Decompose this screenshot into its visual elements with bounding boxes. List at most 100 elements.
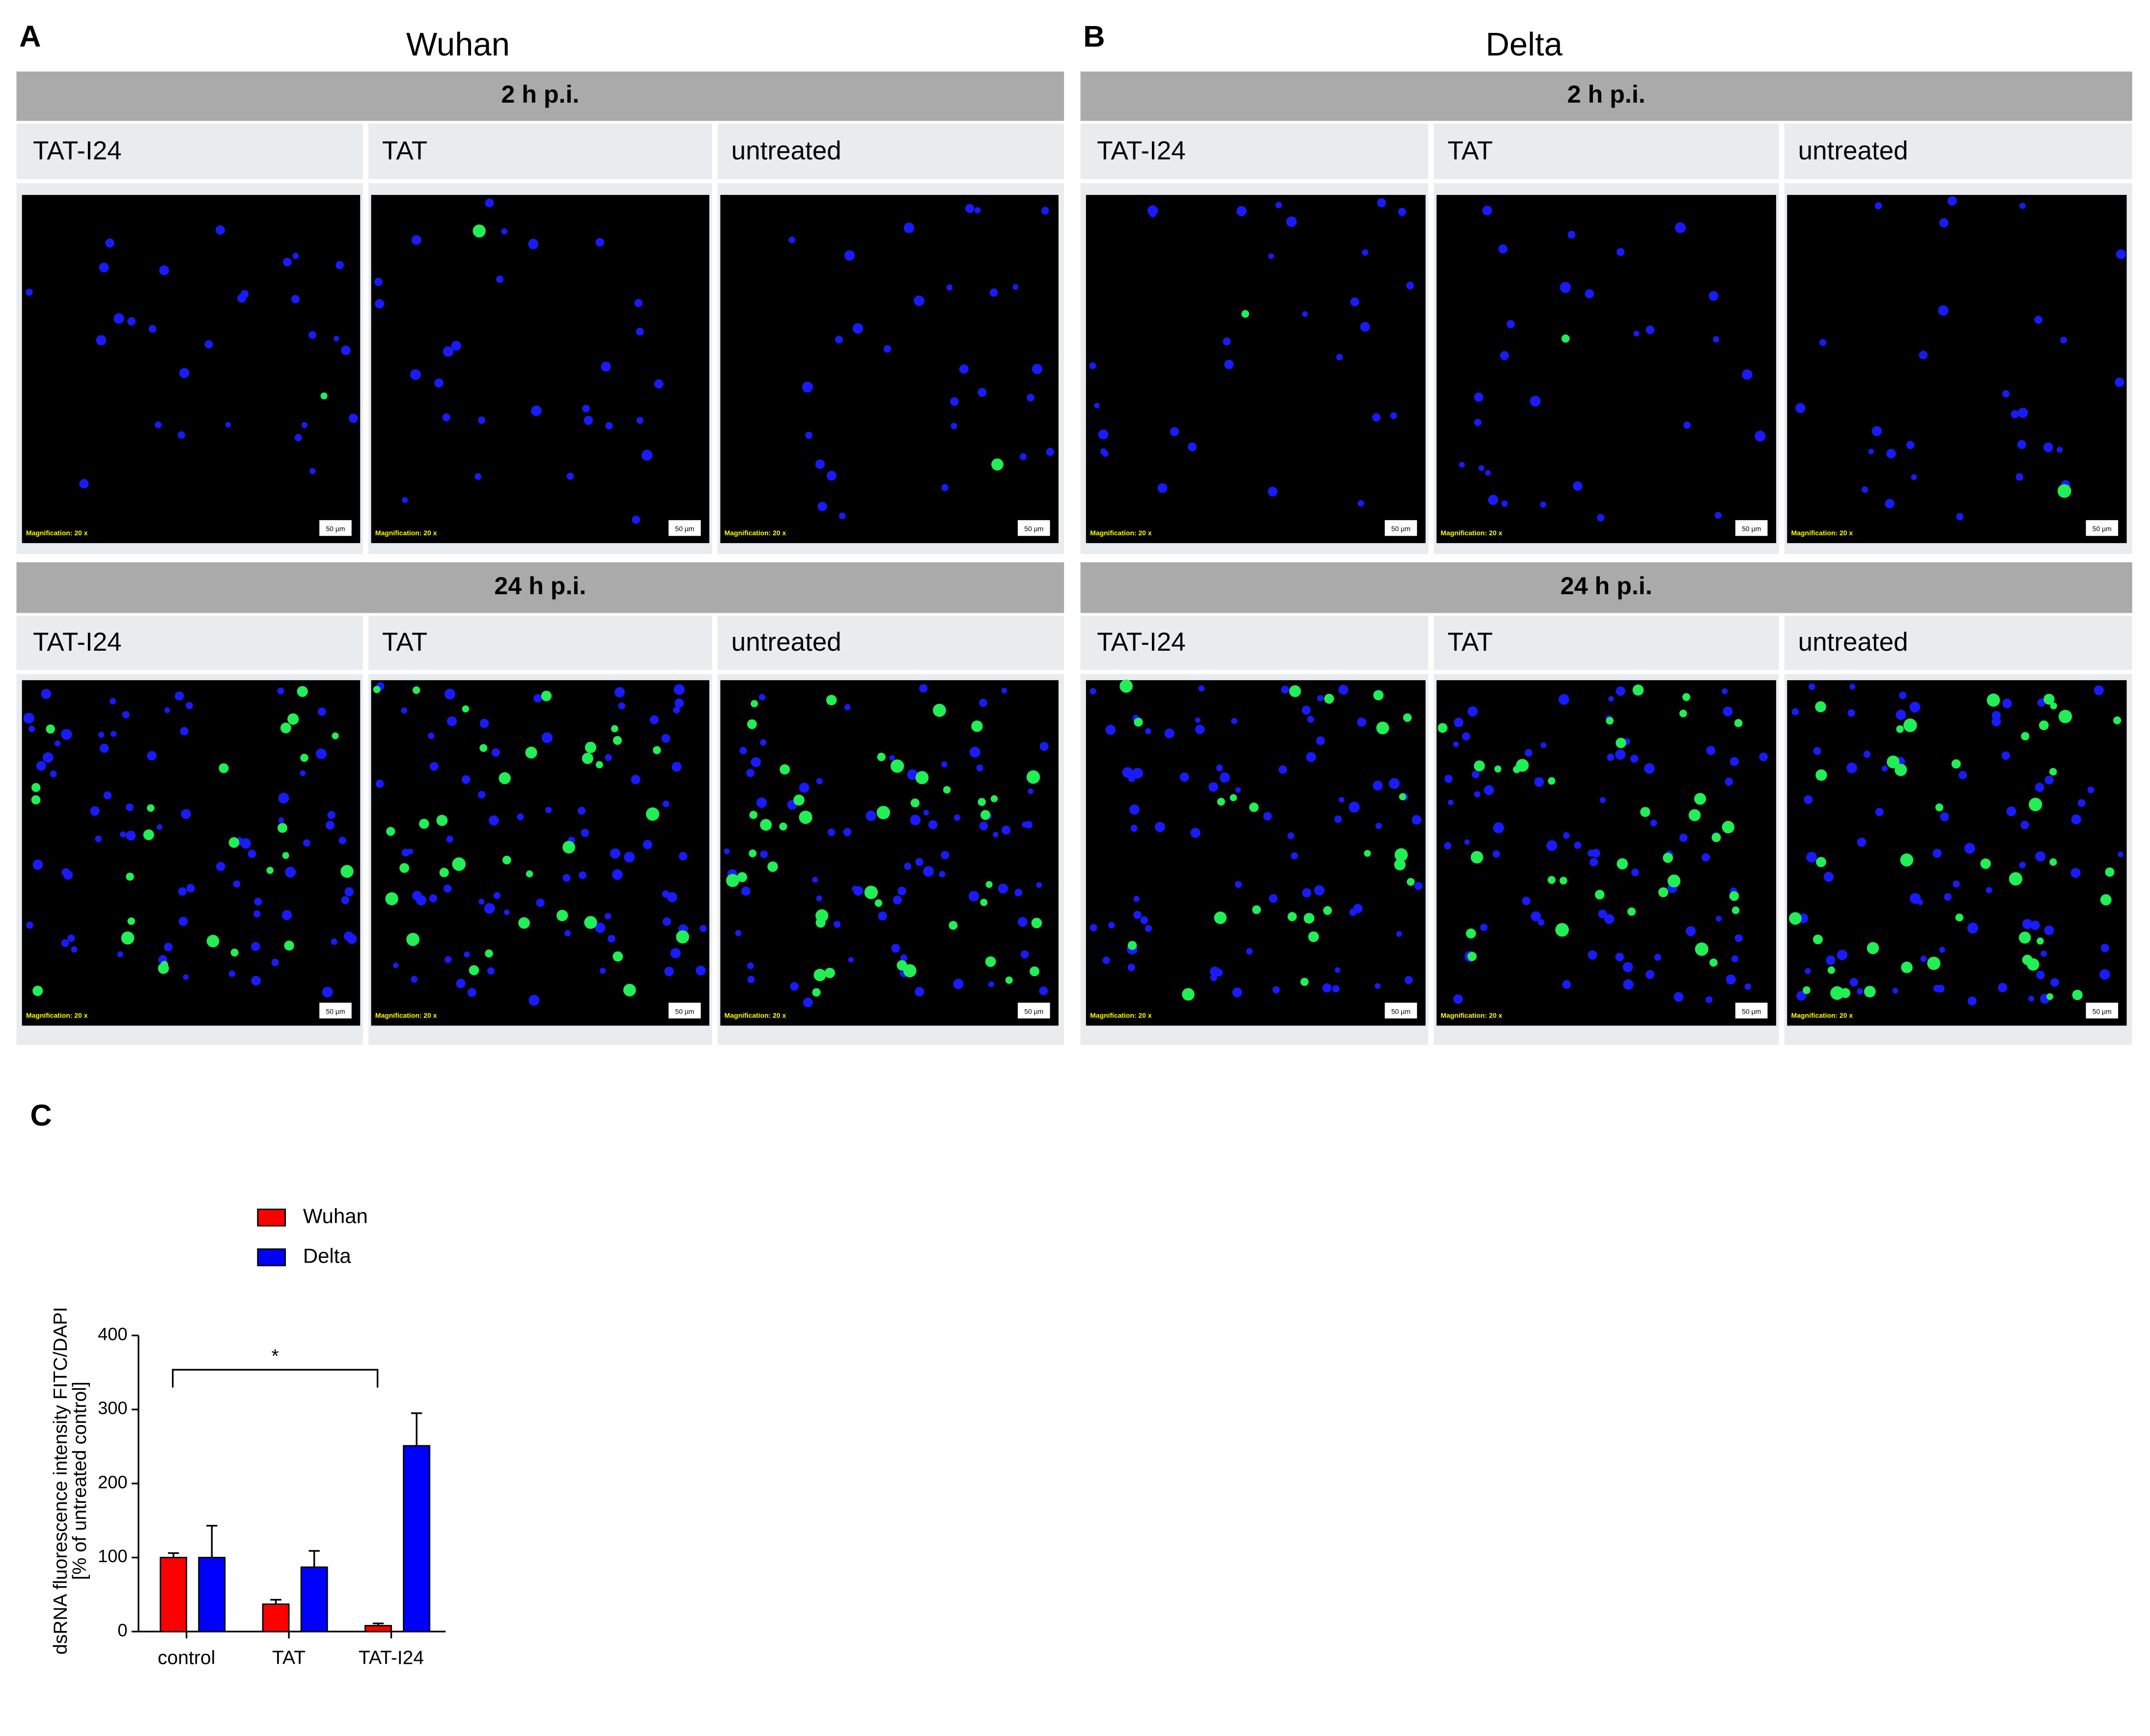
nucleus [897, 886, 906, 896]
scale-bar-label: 50 µm [675, 1007, 694, 1015]
nucleus [1133, 910, 1142, 919]
nucleus [790, 982, 799, 991]
nucleus [1389, 778, 1400, 789]
nucleus [1453, 994, 1463, 1004]
nucleus [852, 323, 864, 334]
nucleus [1573, 481, 1583, 491]
nucleus [1597, 514, 1605, 522]
nucleus [1317, 695, 1324, 702]
infected-cell [32, 986, 43, 996]
nucleus [2094, 685, 2104, 695]
bar [300, 1566, 328, 1632]
nucleus [122, 711, 130, 718]
infected-cell [1658, 887, 1669, 898]
y-tick-label: 400 [98, 1324, 128, 1344]
nucleus [1102, 450, 1109, 457]
nucleus [1622, 962, 1633, 972]
nucleus [126, 803, 134, 811]
nucleus [1726, 974, 1736, 985]
infected-cell [1688, 809, 1701, 822]
x-tick-label: TAT-I24 [359, 1647, 424, 1668]
nucleus [1522, 896, 1531, 906]
nucleus [36, 761, 46, 771]
infected-cell [2019, 932, 2031, 944]
nucleus [1145, 925, 1152, 932]
nucleus [1685, 926, 1696, 937]
nucleus [636, 328, 644, 336]
nucleus [285, 866, 296, 878]
time-header [1080, 562, 2132, 613]
nucleus [225, 422, 231, 428]
infected-cell [582, 752, 593, 764]
nucleus [1485, 470, 1491, 476]
infected-cell [541, 690, 552, 701]
nucleus [1334, 815, 1342, 823]
column-label: TAT [382, 628, 427, 657]
nucleus [2077, 799, 2086, 807]
nucleus [1190, 827, 1201, 838]
nucleus [98, 732, 105, 738]
nucleus [434, 378, 444, 388]
nucleus [1198, 685, 1205, 692]
infected-cell [1548, 777, 1556, 785]
nucleus [456, 978, 466, 989]
nucleus [32, 859, 43, 870]
infected-cell [876, 805, 891, 820]
nucleus [1483, 785, 1494, 796]
nucleus [517, 813, 524, 821]
nucleus [451, 341, 461, 351]
y-tick-label: 100 [98, 1546, 128, 1566]
nucleus [1507, 320, 1515, 329]
column-label: TAT [1448, 136, 1493, 165]
nucleus [1674, 992, 1684, 1002]
nucleus [1164, 728, 1174, 739]
nucleus [993, 831, 999, 838]
nucleus [1268, 253, 1274, 259]
infected-cell [1815, 856, 1826, 867]
nucleus [1540, 742, 1547, 748]
nucleus [673, 684, 685, 695]
nucleus [1474, 791, 1480, 798]
nucleus [2035, 851, 2046, 862]
nucleus [309, 468, 316, 474]
infected-cell [812, 988, 821, 997]
image-caption: Magnification: 20 x [1791, 529, 1853, 537]
infected-cell [1695, 942, 1708, 956]
nucleus [325, 821, 335, 830]
nucleus [1332, 985, 1340, 992]
scale-bar-label: 50 µm [1391, 525, 1410, 533]
nucleus [1650, 819, 1657, 827]
infected-cell [1403, 713, 1412, 722]
nucleus [308, 331, 316, 339]
image-caption: Magnification: 20 x [725, 1012, 786, 1020]
infected-cell [1437, 723, 1448, 733]
infected-cell [46, 724, 55, 734]
panel-letter: B [1083, 20, 1105, 54]
nucleus [2087, 786, 2094, 794]
infected-cell [1729, 891, 1739, 901]
nucleus [445, 956, 452, 964]
nucleus [1847, 709, 1855, 717]
nucleus [1530, 395, 1541, 407]
infected-cell [121, 931, 135, 945]
nucleus [443, 346, 454, 357]
nucleus [477, 791, 486, 799]
nucleus [1588, 950, 1597, 960]
nucleus [1020, 950, 1029, 959]
nucleus [1214, 968, 1223, 977]
nucleus [1398, 208, 1406, 216]
nucleus [111, 731, 117, 737]
scale-bar-label: 50 µm [1742, 525, 1761, 533]
nucleus [910, 814, 921, 826]
infected-cell [991, 458, 1004, 471]
nucleus [429, 894, 438, 903]
nucleus [662, 917, 671, 926]
nucleus [443, 884, 452, 893]
infected-cell [1241, 310, 1250, 318]
nucleus [1857, 837, 1867, 847]
nucleus [1170, 427, 1179, 437]
legend-label: Wuhan [303, 1204, 368, 1227]
nucleus [1705, 996, 1713, 1003]
scale-bar-box [1734, 519, 1768, 537]
bar [198, 1557, 226, 1632]
